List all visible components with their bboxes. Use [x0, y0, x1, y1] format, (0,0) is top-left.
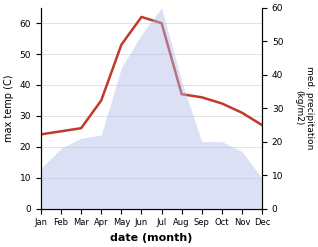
X-axis label: date (month): date (month) — [110, 233, 193, 243]
Y-axis label: med. precipitation
(kg/m2): med. precipitation (kg/m2) — [294, 66, 314, 150]
Y-axis label: max temp (C): max temp (C) — [4, 74, 14, 142]
